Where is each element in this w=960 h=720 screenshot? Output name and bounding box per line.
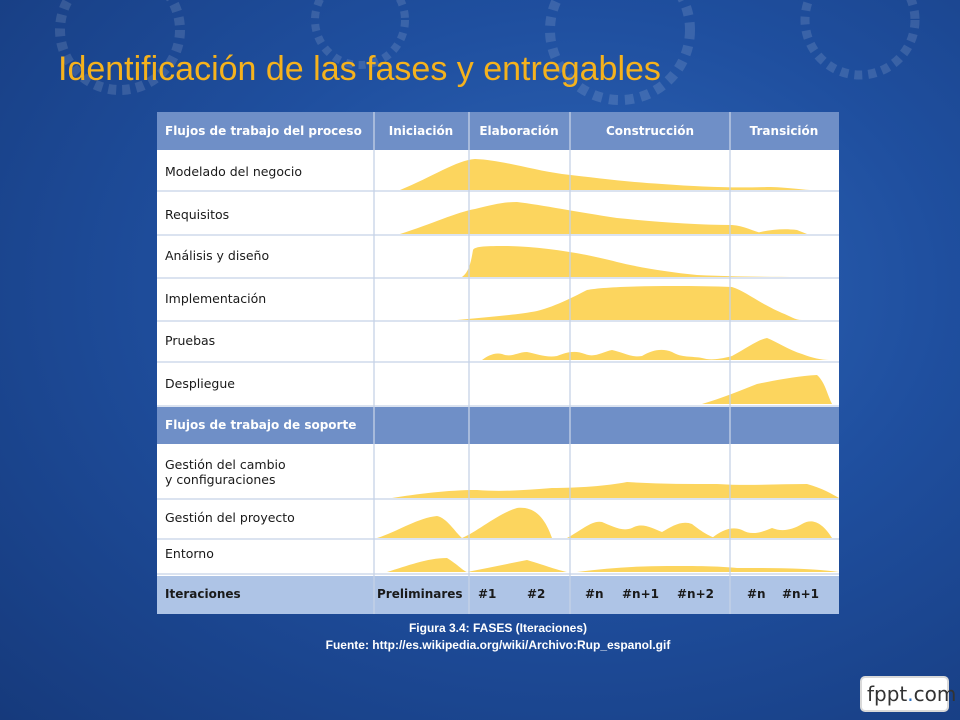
iteration-2: #2 <box>527 587 545 601</box>
iteration-n-construccion: #n <box>585 587 604 601</box>
iterations-band <box>157 576 839 614</box>
row-label-modelado-negocio: Modelado del negocio <box>165 164 302 179</box>
iteration-n1-transicion: #n+1 <box>782 587 819 601</box>
hump-modelado <box>400 159 812 190</box>
hump-requisitos <box>400 202 807 234</box>
phase-iniciacion: Iniciación <box>389 124 453 138</box>
iteration-n1-construccion: #n+1 <box>622 587 659 601</box>
row-label-gestion-proyecto: Gestión del proyecto <box>165 510 295 525</box>
logo-main: fppt <box>867 682 908 706</box>
row-label-implementacion: Implementación <box>165 291 266 306</box>
header-workflows-label: Flujos de trabajo del proceso <box>165 124 362 138</box>
fppt-logo: fppt.com <box>862 678 956 710</box>
caption-line-2: Fuente: http://es.wikipedia.org/wiki/Arc… <box>325 638 671 652</box>
header-band <box>157 112 839 150</box>
logo-suffix: com <box>913 682 957 706</box>
logo-dot: . <box>907 682 914 706</box>
iteration-n-transicion: #n <box>747 587 766 601</box>
row-label-gestion-cambio-1: Gestión del cambio <box>165 457 286 472</box>
slide-title: Identificación de las fases y entregable… <box>58 50 661 88</box>
hump-gestion-proyecto <box>377 507 832 538</box>
row-label-requisitos: Requisitos <box>165 207 229 222</box>
hump-analisis <box>462 246 839 277</box>
hump-gestion-cambio <box>392 482 839 498</box>
workload-humps <box>377 159 839 572</box>
hump-implementacion <box>457 286 802 320</box>
row-label-analisis-diseno: Análisis y diseño <box>165 248 269 263</box>
row-label-despliegue: Despliegue <box>165 376 235 391</box>
rup-phases-diagram: Flujos de trabajo del proceso Iniciación… <box>157 112 839 614</box>
hump-entorno <box>387 558 839 572</box>
phase-construccion: Construcción <box>606 124 694 138</box>
phase-transicion: Transición <box>750 124 819 138</box>
iteration-n2-construccion: #n+2 <box>677 587 714 601</box>
iteration-1: #1 <box>478 587 496 601</box>
grid-lines <box>157 112 839 614</box>
figure-caption: Figura 3.4: FASES (Iteraciones) Fuente: … <box>157 620 839 654</box>
phase-elaboracion: Elaboración <box>479 124 558 138</box>
row-label-pruebas: Pruebas <box>165 333 215 348</box>
caption-line-1: Figura 3.4: FASES (Iteraciones) <box>408 621 588 635</box>
support-header-label: Flujos de trabajo de soporte <box>165 418 356 432</box>
hump-despliegue <box>702 375 832 404</box>
row-label-gestion-cambio-2: y configuraciones <box>165 472 275 487</box>
background-gears-decoration <box>55 0 920 105</box>
row-label-entorno: Entorno <box>165 546 214 561</box>
iteration-preliminares: Preliminares <box>377 587 463 601</box>
iterations-label: Iteraciones <box>165 587 241 601</box>
support-header-band <box>157 407 839 444</box>
hump-pruebas <box>482 338 829 360</box>
